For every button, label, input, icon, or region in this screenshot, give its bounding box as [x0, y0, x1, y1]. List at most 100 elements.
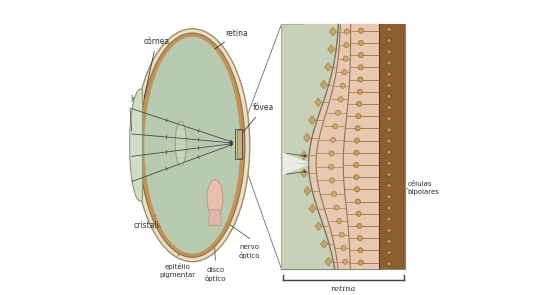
Circle shape — [358, 236, 362, 241]
Circle shape — [387, 117, 391, 121]
Ellipse shape — [175, 122, 186, 166]
Circle shape — [387, 161, 391, 165]
Circle shape — [387, 195, 391, 199]
Polygon shape — [309, 116, 316, 124]
Circle shape — [342, 70, 347, 75]
Circle shape — [338, 97, 343, 102]
Text: luz: luz — [130, 95, 141, 104]
Circle shape — [387, 72, 391, 76]
Circle shape — [387, 262, 391, 266]
Circle shape — [343, 56, 348, 61]
Polygon shape — [208, 210, 221, 226]
Polygon shape — [283, 163, 309, 175]
Polygon shape — [281, 24, 338, 269]
Polygon shape — [325, 63, 332, 71]
Circle shape — [387, 50, 391, 54]
Circle shape — [354, 187, 360, 192]
Circle shape — [354, 150, 359, 155]
Polygon shape — [315, 98, 322, 107]
Circle shape — [387, 61, 391, 65]
Circle shape — [329, 164, 333, 170]
Polygon shape — [320, 80, 327, 89]
Text: nervo
óptico: nervo óptico — [239, 245, 260, 259]
Text: disco
óptico: disco óptico — [205, 268, 226, 282]
Circle shape — [354, 175, 359, 180]
Circle shape — [358, 248, 363, 253]
Polygon shape — [304, 186, 311, 195]
Text: fóvea: fóvea — [302, 125, 323, 134]
Circle shape — [337, 219, 342, 224]
Ellipse shape — [135, 29, 250, 262]
Polygon shape — [328, 45, 335, 54]
Text: retina: retina — [331, 285, 356, 293]
Circle shape — [387, 239, 391, 244]
Circle shape — [357, 101, 362, 106]
Circle shape — [354, 138, 359, 143]
Polygon shape — [301, 151, 308, 160]
Circle shape — [344, 42, 349, 48]
Ellipse shape — [140, 33, 245, 257]
Circle shape — [387, 139, 391, 143]
Polygon shape — [309, 204, 316, 213]
Text: fóvea: fóvea — [242, 103, 274, 133]
Circle shape — [387, 172, 391, 177]
Circle shape — [329, 151, 334, 156]
Circle shape — [387, 39, 391, 43]
Polygon shape — [330, 27, 336, 36]
Circle shape — [339, 232, 344, 237]
Circle shape — [387, 250, 391, 255]
Circle shape — [344, 29, 350, 34]
Text: fotorreceptor: fotorreceptor — [290, 204, 340, 213]
Circle shape — [387, 106, 391, 110]
Circle shape — [358, 260, 364, 265]
Text: luz: luz — [283, 155, 294, 163]
Circle shape — [387, 206, 391, 210]
Circle shape — [334, 205, 339, 210]
Polygon shape — [301, 169, 308, 178]
Ellipse shape — [207, 180, 223, 217]
Text: epitélio
pigmentar: epitélio pigmentar — [160, 263, 196, 278]
Text: retina: retina — [209, 29, 248, 53]
Bar — [235, 129, 242, 159]
Circle shape — [340, 83, 345, 88]
Circle shape — [358, 53, 364, 58]
Text: córnea: córnea — [143, 37, 170, 98]
Circle shape — [357, 89, 362, 94]
Circle shape — [387, 183, 391, 188]
Polygon shape — [325, 257, 332, 266]
Polygon shape — [283, 153, 309, 164]
Bar — [304, 24, 384, 269]
Circle shape — [357, 223, 362, 229]
Circle shape — [330, 137, 336, 142]
Circle shape — [355, 199, 360, 204]
Circle shape — [356, 211, 361, 216]
Circle shape — [387, 217, 391, 221]
Bar — [380, 24, 405, 269]
Bar — [281, 24, 405, 269]
Circle shape — [358, 40, 364, 45]
Circle shape — [330, 178, 335, 183]
Circle shape — [358, 65, 364, 70]
Polygon shape — [303, 133, 310, 142]
Text: cristalino: cristalino — [133, 163, 178, 230]
Circle shape — [331, 191, 337, 196]
Circle shape — [387, 228, 391, 232]
Circle shape — [354, 162, 359, 168]
Polygon shape — [129, 89, 142, 201]
Circle shape — [341, 245, 346, 251]
Text: células
bipolares: células bipolares — [408, 181, 439, 195]
Circle shape — [387, 83, 391, 88]
Circle shape — [343, 259, 347, 264]
Circle shape — [358, 77, 363, 82]
Circle shape — [387, 27, 391, 32]
Polygon shape — [321, 240, 328, 248]
Polygon shape — [315, 222, 322, 231]
Ellipse shape — [144, 37, 241, 254]
Circle shape — [359, 28, 364, 33]
Circle shape — [333, 124, 338, 129]
Circle shape — [355, 126, 360, 131]
Bar — [237, 130, 242, 158]
Circle shape — [387, 128, 391, 132]
Circle shape — [387, 150, 391, 154]
Circle shape — [387, 94, 391, 99]
